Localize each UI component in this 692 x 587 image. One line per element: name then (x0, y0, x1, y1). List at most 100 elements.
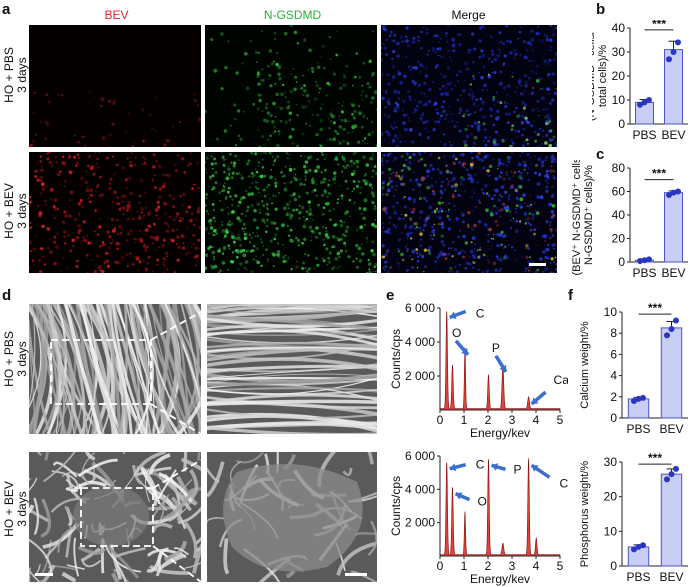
speckle (352, 116, 354, 118)
speckle (173, 163, 176, 166)
speckle (352, 180, 356, 183)
fibre (131, 304, 154, 434)
speckle (197, 238, 201, 242)
speckle (275, 106, 277, 108)
fibre (42, 522, 79, 549)
speckle (387, 231, 392, 235)
speckle (541, 96, 545, 101)
speckle (428, 130, 430, 133)
speckle (144, 267, 147, 271)
speckle (514, 229, 519, 234)
speckle (392, 127, 395, 130)
speckle (508, 210, 512, 213)
speckle (221, 152, 223, 153)
speckle (492, 98, 496, 102)
speckle (316, 62, 319, 65)
speckle (534, 130, 537, 134)
data-point (637, 258, 643, 265)
y-tick-label: 0 (610, 559, 617, 573)
speckle (360, 94, 363, 97)
speckle (489, 114, 493, 118)
fibre (207, 357, 377, 371)
speckle (391, 57, 394, 60)
speckle (61, 257, 64, 260)
speckle (428, 100, 432, 104)
fibre (207, 304, 377, 314)
speckle (320, 56, 323, 59)
speckle (418, 226, 421, 230)
speckle (494, 219, 498, 224)
speckle (405, 35, 408, 39)
y-tick-label: 40 (612, 21, 626, 35)
speckle (452, 176, 456, 180)
speckle (482, 191, 486, 195)
speckle (402, 163, 406, 168)
speckle (238, 200, 242, 204)
speckle (283, 182, 286, 185)
speckle (540, 163, 545, 168)
speckle (536, 268, 540, 272)
speckle (542, 234, 545, 238)
speckle (128, 176, 132, 180)
fibre (66, 564, 85, 570)
speckle (455, 270, 460, 273)
speckle (144, 267, 149, 272)
speckle (412, 222, 415, 225)
speckle (512, 71, 514, 74)
speckle (540, 143, 544, 146)
speckle (63, 230, 67, 234)
speckle (511, 142, 515, 145)
speckle (552, 271, 555, 273)
speckle (142, 214, 145, 218)
speckle (262, 254, 264, 256)
speckle (451, 270, 454, 273)
speckle (520, 121, 525, 125)
speckle (406, 247, 409, 251)
speckle (29, 266, 31, 270)
speckle (443, 133, 446, 136)
speckle (166, 139, 170, 143)
speckle (409, 237, 413, 240)
speckle (213, 234, 216, 236)
speckle (454, 265, 457, 268)
fibre (61, 471, 90, 486)
data-point (670, 49, 677, 55)
data-point (673, 465, 679, 472)
speckle (406, 250, 409, 252)
speckle (87, 164, 90, 167)
x-tick-label: 4 (533, 413, 540, 427)
speckle (295, 265, 299, 269)
speckle (425, 66, 428, 69)
speckle (329, 218, 333, 222)
speckle (461, 162, 466, 166)
speckle (492, 140, 496, 144)
speckle (553, 81, 556, 85)
speckle (523, 212, 528, 216)
speckle (161, 184, 166, 189)
speckle (225, 198, 227, 200)
speckle (382, 183, 385, 185)
speckle (473, 247, 477, 251)
speckle (257, 165, 259, 167)
speckle (549, 48, 553, 52)
speckle (448, 106, 450, 108)
speckle (496, 233, 500, 237)
speckle (295, 103, 298, 106)
speckle (66, 267, 69, 270)
speckle (328, 251, 332, 255)
speckle (243, 267, 246, 269)
speckle (255, 51, 258, 54)
speckle (385, 250, 389, 254)
panel-letter-b: b (596, 1, 606, 18)
speckle (364, 94, 369, 98)
speckle (391, 137, 393, 139)
speckle (361, 252, 365, 256)
speckle (440, 223, 442, 225)
speckle (273, 160, 276, 163)
speckle (277, 242, 280, 245)
speckle (173, 218, 176, 221)
speckle (381, 52, 383, 56)
speckle (233, 117, 237, 121)
speckle (470, 241, 473, 244)
speckle (372, 30, 374, 33)
